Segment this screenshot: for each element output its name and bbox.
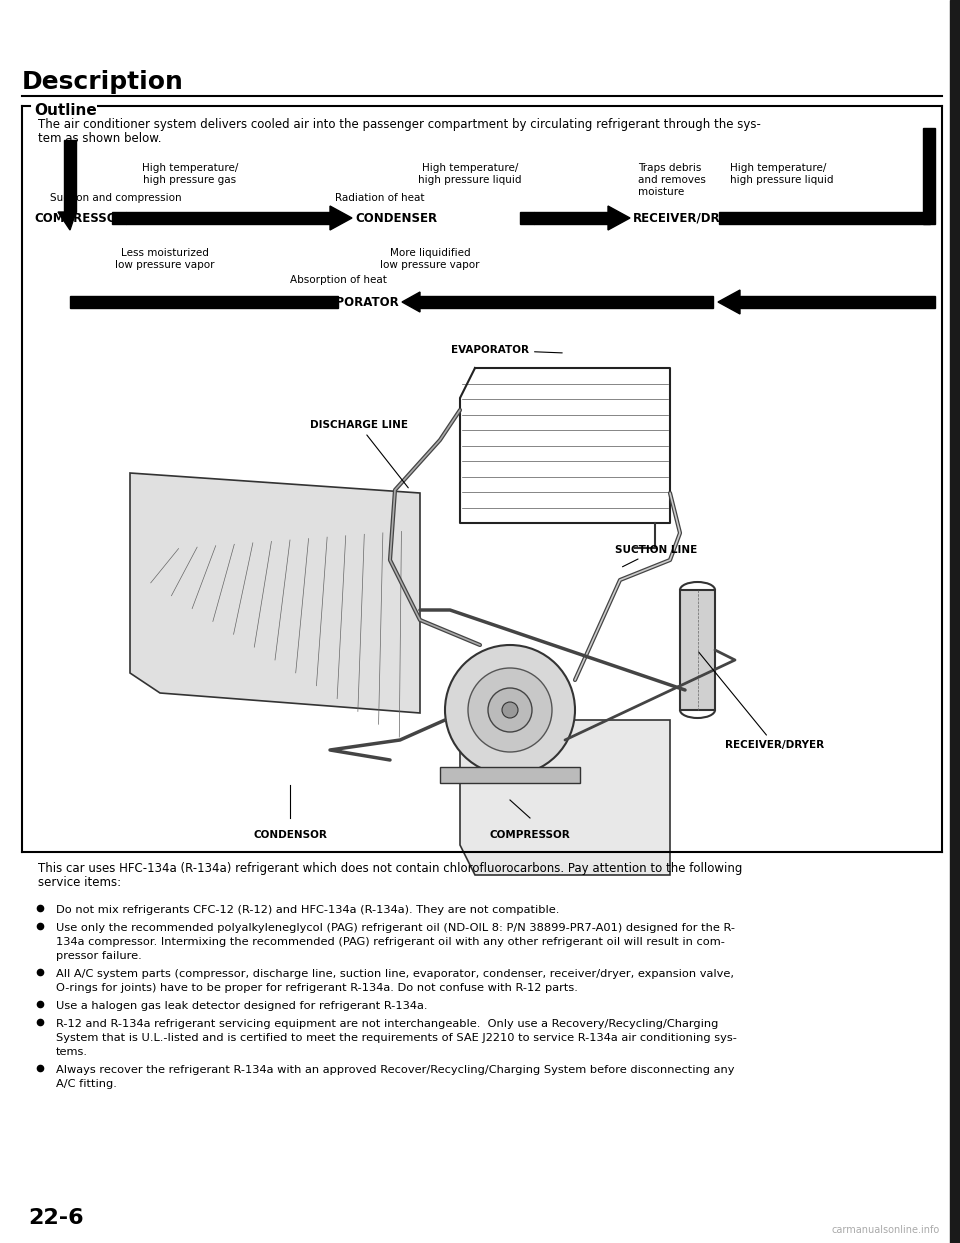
- Text: COMPRESSOR: COMPRESSOR: [490, 830, 570, 840]
- Text: high pressure liquid: high pressure liquid: [730, 175, 833, 185]
- Polygon shape: [330, 206, 352, 230]
- Text: Use only the recommended polyalkyleneglycol (PAG) refrigerant oil (ND-OIL 8: P/N: Use only the recommended polyalkylenegly…: [56, 924, 735, 933]
- Bar: [719, 213, 930, 224]
- Text: A/C fitting.: A/C fitting.: [56, 1079, 117, 1089]
- Text: High temperature/: High temperature/: [730, 163, 827, 173]
- Text: RECEIVER/DRYER: RECEIVER/DRYER: [633, 211, 746, 225]
- Text: Always recover the refrigerant R-134a with an approved Recover/Recycling/Chargin: Always recover the refrigerant R-134a wi…: [56, 1065, 734, 1075]
- Text: O-rings for joints) have to be proper for refrigerant R-134a. Do not confuse wit: O-rings for joints) have to be proper fo…: [56, 983, 578, 993]
- Polygon shape: [460, 720, 670, 875]
- Bar: [520, 213, 534, 224]
- Text: High temperature/: High temperature/: [421, 163, 518, 173]
- Bar: [950, 0, 960, 1243]
- Polygon shape: [402, 292, 420, 312]
- Bar: [740, 296, 935, 308]
- Bar: [112, 213, 126, 224]
- Text: Suction and compression: Suction and compression: [50, 193, 181, 203]
- Text: High temperature/: High temperature/: [142, 163, 238, 173]
- Polygon shape: [608, 206, 630, 230]
- Bar: [923, 128, 935, 224]
- Circle shape: [445, 645, 575, 774]
- Text: The air conditioner system delivers cooled air into the passenger compartment by: The air conditioner system delivers cool…: [38, 118, 761, 131]
- Text: service items:: service items:: [38, 876, 121, 889]
- Text: Do not mix refrigerants CFC-12 (R-12) and HFC-134a (R-134a). They are not compat: Do not mix refrigerants CFC-12 (R-12) an…: [56, 905, 560, 915]
- Text: tem as shown below.: tem as shown below.: [38, 132, 161, 145]
- Bar: [64, 140, 76, 213]
- Text: Less moisturized: Less moisturized: [121, 249, 209, 259]
- Text: low pressure vapor: low pressure vapor: [380, 260, 480, 270]
- Text: 134a compressor. Intermixing the recommended (PAG) refrigerant oil with any othe: 134a compressor. Intermixing the recomme…: [56, 937, 725, 947]
- Bar: [420, 296, 713, 308]
- Bar: [680, 590, 715, 710]
- Text: high pressure liquid: high pressure liquid: [419, 175, 521, 185]
- Text: Use a halogen gas leak detector designed for refrigerant R-134a.: Use a halogen gas leak detector designed…: [56, 1001, 427, 1011]
- Text: SUCTION LINE: SUCTION LINE: [615, 544, 697, 567]
- Text: Outline: Outline: [34, 103, 97, 118]
- Bar: [440, 767, 580, 783]
- Polygon shape: [718, 290, 740, 314]
- Text: moisture: moisture: [638, 186, 684, 196]
- Text: EXPANSION VALVE: EXPANSION VALVE: [592, 296, 713, 308]
- Text: More liquidified: More liquidified: [390, 249, 470, 259]
- Bar: [70, 296, 338, 308]
- Text: 22-6: 22-6: [28, 1208, 84, 1228]
- Text: low pressure vapor: low pressure vapor: [115, 260, 215, 270]
- Text: All A/C system parts (compressor, discharge line, suction line, evaporator, cond: All A/C system parts (compressor, discha…: [56, 970, 734, 979]
- Text: and removes: and removes: [638, 175, 706, 185]
- Text: EVAPORATOR: EVAPORATOR: [311, 296, 400, 308]
- Text: System that is U.L.-listed and is certified to meet the requirements of SAE J221: System that is U.L.-listed and is certif…: [56, 1033, 737, 1043]
- Bar: [126, 213, 330, 224]
- Circle shape: [468, 667, 552, 752]
- Text: pressor failure.: pressor failure.: [56, 951, 142, 961]
- Text: carmanualsonline.info: carmanualsonline.info: [831, 1226, 940, 1236]
- Bar: [534, 213, 608, 224]
- Text: EVAPORATOR: EVAPORATOR: [451, 346, 563, 355]
- Text: COMPRESSOR: COMPRESSOR: [34, 211, 126, 225]
- Polygon shape: [130, 474, 420, 713]
- Polygon shape: [58, 213, 76, 230]
- Text: RECEIVER/DRYER: RECEIVER/DRYER: [699, 653, 824, 750]
- Circle shape: [488, 687, 532, 732]
- Text: CONDENSOR: CONDENSOR: [253, 830, 327, 840]
- Text: high pressure gas: high pressure gas: [143, 175, 236, 185]
- Text: DISCHARGE LINE: DISCHARGE LINE: [310, 420, 408, 487]
- Text: Radiation of heat: Radiation of heat: [335, 193, 424, 203]
- Text: tems.: tems.: [56, 1047, 88, 1057]
- Text: Absorption of heat: Absorption of heat: [290, 275, 387, 285]
- Text: Traps debris: Traps debris: [638, 163, 702, 173]
- Text: CONDENSER: CONDENSER: [355, 211, 437, 225]
- Circle shape: [502, 702, 518, 718]
- Text: This car uses HFC-134a (R-134a) refrigerant which does not contain chlorofluoroc: This car uses HFC-134a (R-134a) refriger…: [38, 861, 742, 875]
- Text: Description: Description: [22, 70, 184, 94]
- Text: R-12 and R-134a refrigerant servicing equipment are not interchangeable.  Only u: R-12 and R-134a refrigerant servicing eq…: [56, 1019, 718, 1029]
